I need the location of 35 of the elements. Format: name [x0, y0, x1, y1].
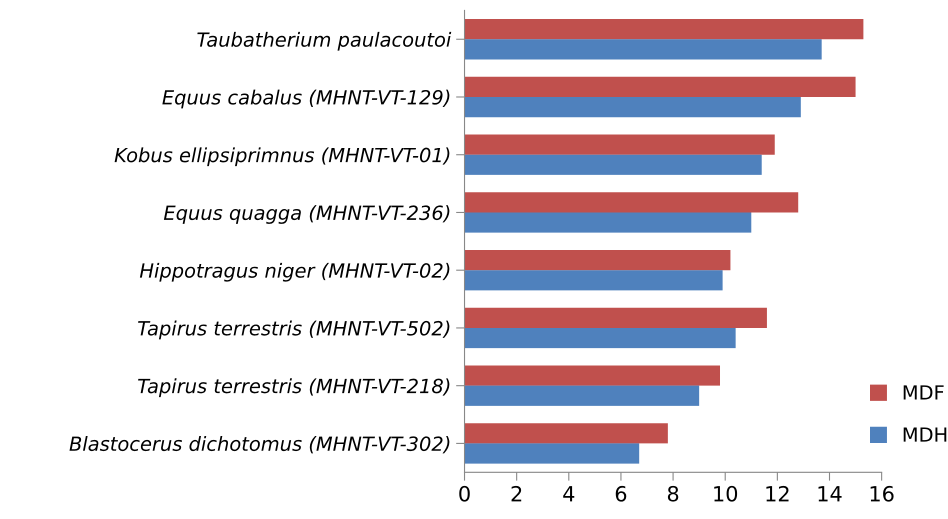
x-tick-label: 4 — [563, 486, 574, 502]
x-tick-label: 8 — [668, 486, 678, 502]
bar — [464, 212, 752, 233]
legend-label: MDF — [904, 385, 944, 400]
bar — [464, 154, 762, 175]
y-tick-label: Kobus ellipsiprimnus (MHNT-VT-01) — [114, 147, 450, 166]
y-tick-label: Equus quagga (MHNT-VT-236) — [164, 205, 450, 224]
y-tick-label: Equus cabalus (MHNT-VT-129) — [162, 90, 450, 108]
bar — [464, 96, 801, 118]
x-tick-label: 10 — [714, 486, 738, 502]
bar — [464, 328, 736, 348]
y-tick-label: Taubatherium paulacoutoi — [197, 32, 452, 51]
x-tick-label: 2 — [512, 486, 522, 502]
bar — [464, 423, 668, 444]
bar — [464, 76, 856, 97]
bar — [464, 250, 730, 270]
bar — [464, 270, 723, 290]
y-tick-label: Hippotragus niger (MHNT-VT-02) — [140, 262, 450, 282]
y-tick-label: Tapirus terrestris (MHNT-VT-218) — [138, 378, 450, 398]
bar — [464, 308, 767, 328]
bar — [464, 134, 775, 155]
bar — [464, 192, 798, 212]
bar — [464, 443, 640, 464]
bar — [464, 19, 864, 40]
x-tick-label: 0 — [459, 486, 470, 502]
y-tick-label: Tapirus terrestris (MHNT-VT-502) — [138, 320, 450, 340]
y-tick-label: Blastocerus dichotomus (MHNT-VT-302) — [70, 436, 450, 454]
bar — [464, 39, 822, 60]
bar — [464, 365, 720, 386]
x-tick-label: 16 — [870, 486, 894, 502]
x-tick-label: 6 — [616, 486, 626, 502]
x-tick-label: 12 — [766, 486, 789, 502]
bar — [464, 386, 700, 406]
x-tick-label: 14 — [818, 486, 842, 502]
legend-label: MDH — [904, 427, 946, 442]
